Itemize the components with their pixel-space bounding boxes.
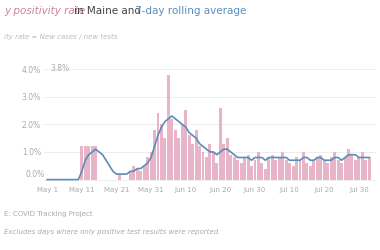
Bar xyxy=(153,130,156,180)
Bar xyxy=(198,146,201,180)
Text: 3.8%: 3.8% xyxy=(51,64,70,73)
Bar xyxy=(139,171,142,179)
Bar xyxy=(229,155,232,180)
Bar xyxy=(288,163,291,180)
Bar xyxy=(299,160,301,180)
Bar xyxy=(215,163,218,180)
Bar xyxy=(264,168,267,179)
Bar xyxy=(309,166,312,179)
Bar xyxy=(291,166,294,179)
Bar xyxy=(316,158,319,180)
Bar xyxy=(240,163,242,180)
Bar xyxy=(195,130,198,180)
Bar xyxy=(306,163,309,180)
Bar xyxy=(302,152,305,180)
Bar xyxy=(350,155,353,180)
Bar xyxy=(191,144,194,180)
Bar xyxy=(142,166,146,179)
Bar xyxy=(157,113,160,180)
Bar xyxy=(361,152,364,180)
Bar xyxy=(274,160,277,180)
Bar xyxy=(323,160,326,180)
Bar xyxy=(344,158,347,180)
Text: y positivity rate: y positivity rate xyxy=(4,6,88,16)
Bar xyxy=(319,155,322,180)
Bar xyxy=(146,158,149,180)
Bar xyxy=(368,158,371,180)
Bar xyxy=(170,119,173,180)
Text: E: COVID Tracking Project: E: COVID Tracking Project xyxy=(4,211,92,217)
Bar xyxy=(163,138,166,179)
Bar xyxy=(129,171,132,179)
Bar xyxy=(236,160,239,180)
Bar xyxy=(205,158,208,180)
Text: in Maine and: in Maine and xyxy=(74,6,144,16)
Bar xyxy=(160,124,163,180)
Bar xyxy=(243,158,246,180)
Bar xyxy=(119,174,121,180)
Bar xyxy=(281,152,284,180)
Bar xyxy=(209,144,211,180)
Bar xyxy=(136,168,139,179)
Bar xyxy=(184,110,187,180)
Bar xyxy=(285,160,288,180)
Bar xyxy=(226,138,229,179)
Bar xyxy=(174,130,177,180)
Bar xyxy=(150,152,152,180)
Bar xyxy=(250,166,253,179)
Bar xyxy=(84,146,87,180)
Text: ity rate = New cases / new tests: ity rate = New cases / new tests xyxy=(4,34,117,40)
Bar xyxy=(271,155,274,180)
Bar xyxy=(80,146,83,180)
Bar xyxy=(219,108,222,180)
Text: Excludes days where only positive test results were reported.: Excludes days where only positive test r… xyxy=(4,229,220,235)
Bar xyxy=(337,160,340,180)
Bar xyxy=(222,144,225,180)
Text: 0.0%: 0.0% xyxy=(25,170,44,179)
Bar xyxy=(364,160,367,180)
Bar xyxy=(201,152,204,180)
Bar xyxy=(132,166,135,179)
Bar xyxy=(212,152,215,180)
Bar xyxy=(233,158,236,180)
Bar xyxy=(94,146,97,180)
Bar xyxy=(295,158,298,180)
Bar xyxy=(91,146,93,180)
Bar xyxy=(312,160,315,180)
Bar xyxy=(177,138,180,179)
Bar xyxy=(268,158,270,180)
Bar xyxy=(167,74,170,180)
Bar xyxy=(257,152,260,180)
Text: 7-day rolling average: 7-day rolling average xyxy=(135,6,246,16)
Bar xyxy=(330,158,332,180)
Bar xyxy=(260,163,263,180)
Bar xyxy=(333,152,336,180)
Bar xyxy=(87,146,90,180)
Bar xyxy=(340,163,343,180)
Bar xyxy=(358,158,360,180)
Bar xyxy=(278,158,281,180)
Bar xyxy=(253,160,256,180)
Bar xyxy=(247,155,250,180)
Bar xyxy=(354,160,357,180)
Bar xyxy=(188,135,191,180)
Bar xyxy=(326,163,329,180)
Bar xyxy=(181,124,184,180)
Bar xyxy=(347,149,350,180)
